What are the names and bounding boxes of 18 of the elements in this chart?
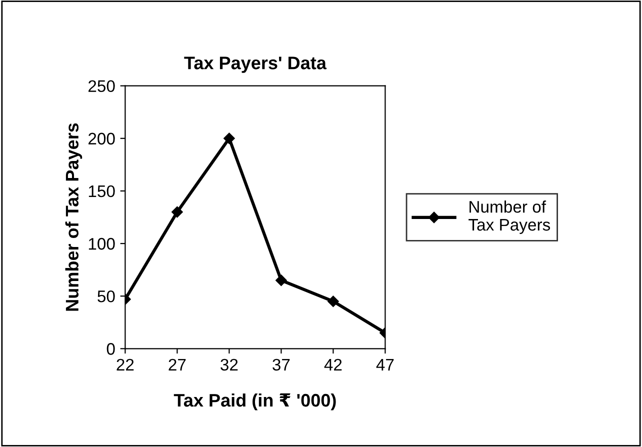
y-tick-label: 0 bbox=[106, 343, 115, 355]
x-axis-title: Tax Paid (in ₹ '000) bbox=[174, 393, 336, 410]
y-tick-label: 250 bbox=[88, 80, 115, 92]
y-tick-label: 50 bbox=[98, 290, 115, 302]
y-axis-title: Number of Tax Payers bbox=[65, 123, 82, 311]
y-tick-label: 100 bbox=[88, 238, 115, 250]
y-tick-label: 150 bbox=[88, 185, 115, 198]
x-tick-label: 27 bbox=[168, 358, 186, 370]
x-tick-label: 42 bbox=[324, 358, 342, 370]
chart-title: Tax Payers' Data bbox=[184, 56, 327, 73]
point bbox=[224, 132, 235, 144]
x-tick-label: 37 bbox=[272, 358, 290, 371]
point bbox=[276, 274, 287, 286]
x-tick-label: 47 bbox=[376, 358, 394, 370]
x-tick-label: 22 bbox=[116, 358, 134, 370]
x-tick-label: 32 bbox=[220, 358, 238, 371]
legend-label: Number of Tax Payers bbox=[468, 200, 550, 234]
y-tick-label: 200 bbox=[88, 132, 115, 145]
